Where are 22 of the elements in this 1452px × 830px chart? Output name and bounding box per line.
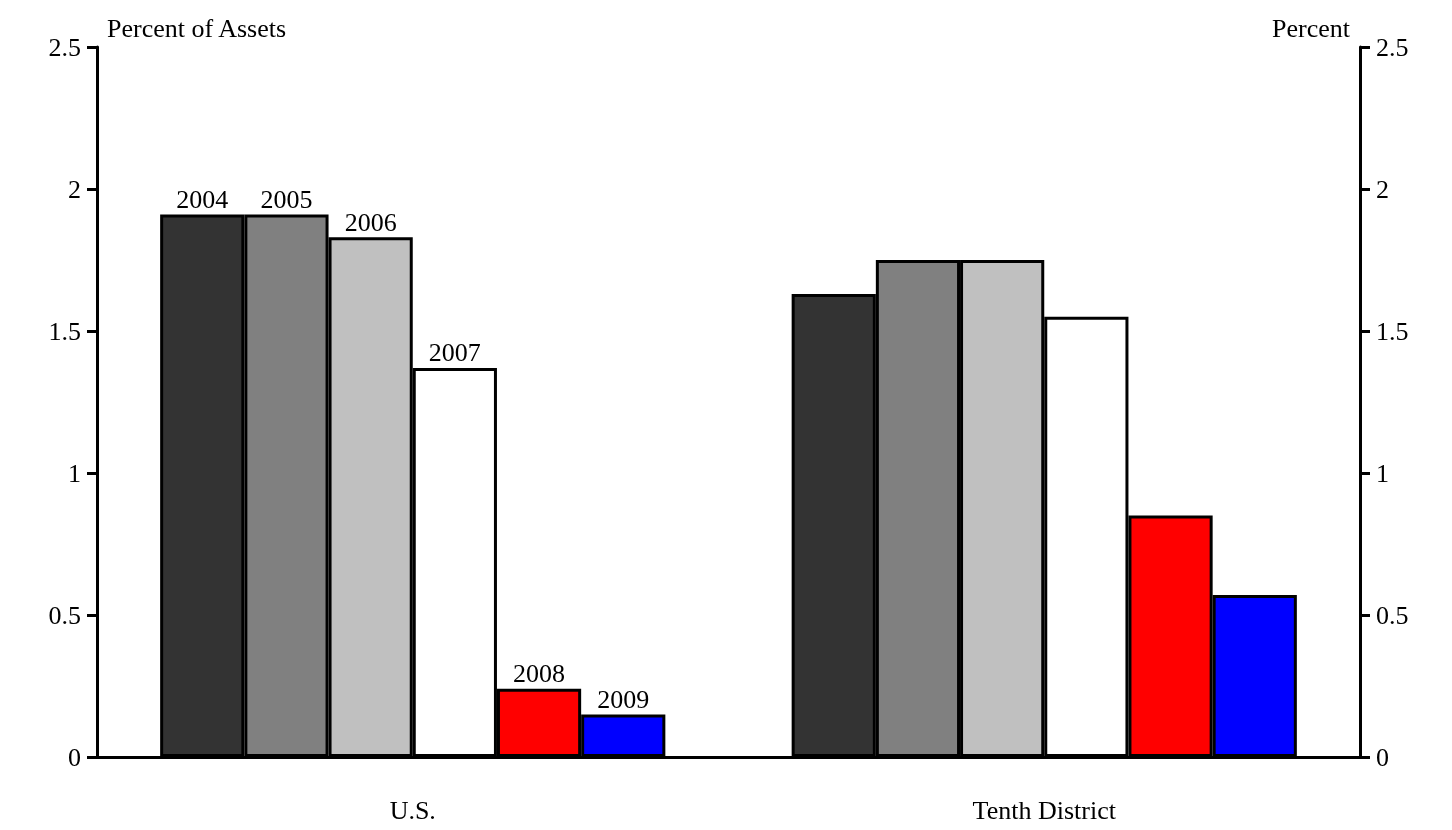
series-label: 2006 — [344, 207, 397, 237]
y2-tick-label: 1 — [1376, 458, 1389, 488]
series-label: 2005 — [260, 185, 313, 215]
y-tick-label: 0 — [68, 742, 81, 772]
x-tick-label: U.S. — [389, 795, 436, 825]
series-label: 2009 — [597, 684, 650, 714]
y-tick-label: 1.5 — [48, 316, 81, 346]
y-axis-title: Percent of Assets — [107, 13, 287, 43]
y-tick-label: 2 — [68, 174, 81, 204]
y-tick-label: 0.5 — [48, 600, 81, 630]
y2-tick-label: 0 — [1376, 742, 1389, 772]
y2-tick-label: 0.5 — [1376, 600, 1409, 630]
series-label: 2008 — [513, 659, 566, 689]
y2-tick-label: 1.5 — [1376, 316, 1409, 346]
y-tick-label: 2.5 — [48, 32, 81, 62]
y2-tick-label: 2.5 — [1376, 32, 1409, 62]
series-label: 2007 — [428, 338, 481, 368]
y-tick-label: 1 — [68, 458, 81, 488]
series-label: 2004 — [176, 185, 229, 215]
x-tick-label: Tenth District — [972, 795, 1117, 825]
y2-axis-title: Percent — [1272, 13, 1351, 43]
y2-tick-label: 2 — [1376, 174, 1389, 204]
